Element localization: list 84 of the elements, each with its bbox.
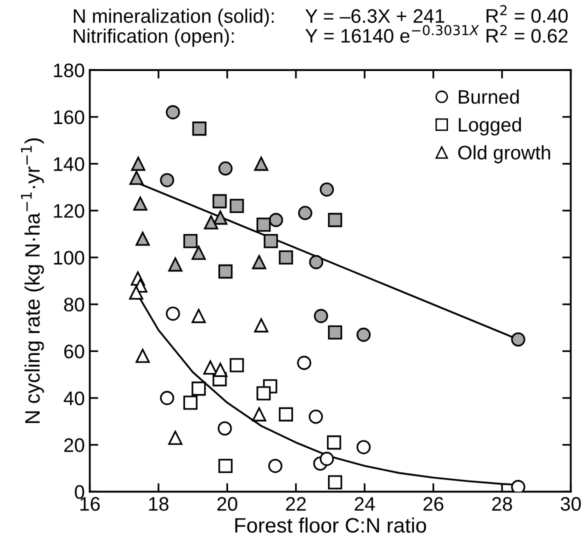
point <box>166 105 180 120</box>
x-tick-label: 24 <box>354 497 375 511</box>
point <box>356 440 371 454</box>
text: Y = –6.3X + 241 <box>305 9 444 23</box>
point <box>254 318 268 332</box>
text: Nitrification (open): <box>74 28 234 47</box>
y-tick-label: 80 <box>64 298 84 312</box>
point <box>309 255 324 270</box>
point <box>254 156 268 171</box>
x-tick-label: 18 <box>149 497 168 511</box>
point <box>328 475 342 490</box>
point <box>203 360 218 375</box>
point <box>256 386 271 400</box>
point <box>212 194 227 208</box>
point <box>136 232 150 246</box>
point <box>320 182 334 197</box>
point <box>298 206 312 220</box>
point <box>213 210 228 225</box>
point <box>252 407 266 422</box>
point <box>278 407 294 422</box>
x-tick-label: 16 <box>80 497 100 511</box>
point <box>230 358 244 372</box>
point <box>264 234 278 248</box>
point <box>218 161 233 176</box>
point <box>218 264 233 279</box>
x-axis-title: Forest floor C:N ratio <box>235 517 426 533</box>
point <box>136 348 150 363</box>
y-axis-title: N cycling rate (kg N·ha$^{−1}$·yr$^{−1}$) <box>21 138 44 424</box>
point <box>326 435 342 450</box>
x-tick-label: 26 <box>424 497 444 511</box>
point <box>308 410 323 424</box>
y-tick-label: 40 <box>64 391 84 406</box>
point <box>192 246 206 260</box>
y-tick-label: 180 <box>54 64 84 78</box>
point <box>511 332 526 347</box>
point <box>183 396 198 410</box>
point <box>320 452 334 466</box>
text: R$^{2}$ = 0.40 <box>486 5 568 23</box>
y-tick-label: 100 <box>54 250 84 265</box>
point <box>129 170 144 185</box>
y-tick-label: 120 <box>54 204 84 218</box>
point <box>213 362 228 377</box>
y-tick-label: 140 <box>54 157 84 172</box>
point <box>218 458 233 473</box>
point <box>314 308 328 324</box>
point <box>133 196 148 211</box>
point <box>268 458 282 473</box>
point <box>192 122 206 136</box>
point <box>204 215 218 230</box>
y-tick-label: 20 <box>64 438 84 452</box>
point <box>297 356 312 370</box>
point <box>256 218 271 232</box>
y-tick-label: 60 <box>64 344 84 358</box>
legend-label: Burned <box>458 90 519 104</box>
text: Y = 16140 e$^{−0.3031X}$ <box>305 25 480 43</box>
point <box>268 212 284 228</box>
point <box>168 257 182 272</box>
point <box>192 382 206 396</box>
y-tick-label: 0 <box>74 485 84 499</box>
point <box>129 286 144 300</box>
point <box>252 255 266 270</box>
point <box>328 212 342 228</box>
text: N mineralization (solid): <box>74 8 274 27</box>
point <box>511 480 526 492</box>
point <box>131 156 146 171</box>
point <box>160 173 174 188</box>
y-tick-label: 160 <box>54 110 84 124</box>
point <box>328 325 342 340</box>
legend-label: Old growth <box>458 145 550 164</box>
point <box>230 198 244 214</box>
text: R$^{2}$ = 0.62 <box>486 25 568 43</box>
legend-label: Logged <box>458 117 521 136</box>
point <box>160 390 174 406</box>
x-tick-label: 22 <box>286 497 306 511</box>
x-tick-label: 30 <box>560 497 581 511</box>
point <box>168 430 182 445</box>
x-tick-label: 20 <box>217 497 238 511</box>
point <box>356 328 371 342</box>
x-tick-label: 28 <box>492 497 512 511</box>
point <box>166 306 180 321</box>
point <box>192 308 206 324</box>
point <box>278 250 294 265</box>
point <box>183 234 198 248</box>
point <box>218 421 232 436</box>
